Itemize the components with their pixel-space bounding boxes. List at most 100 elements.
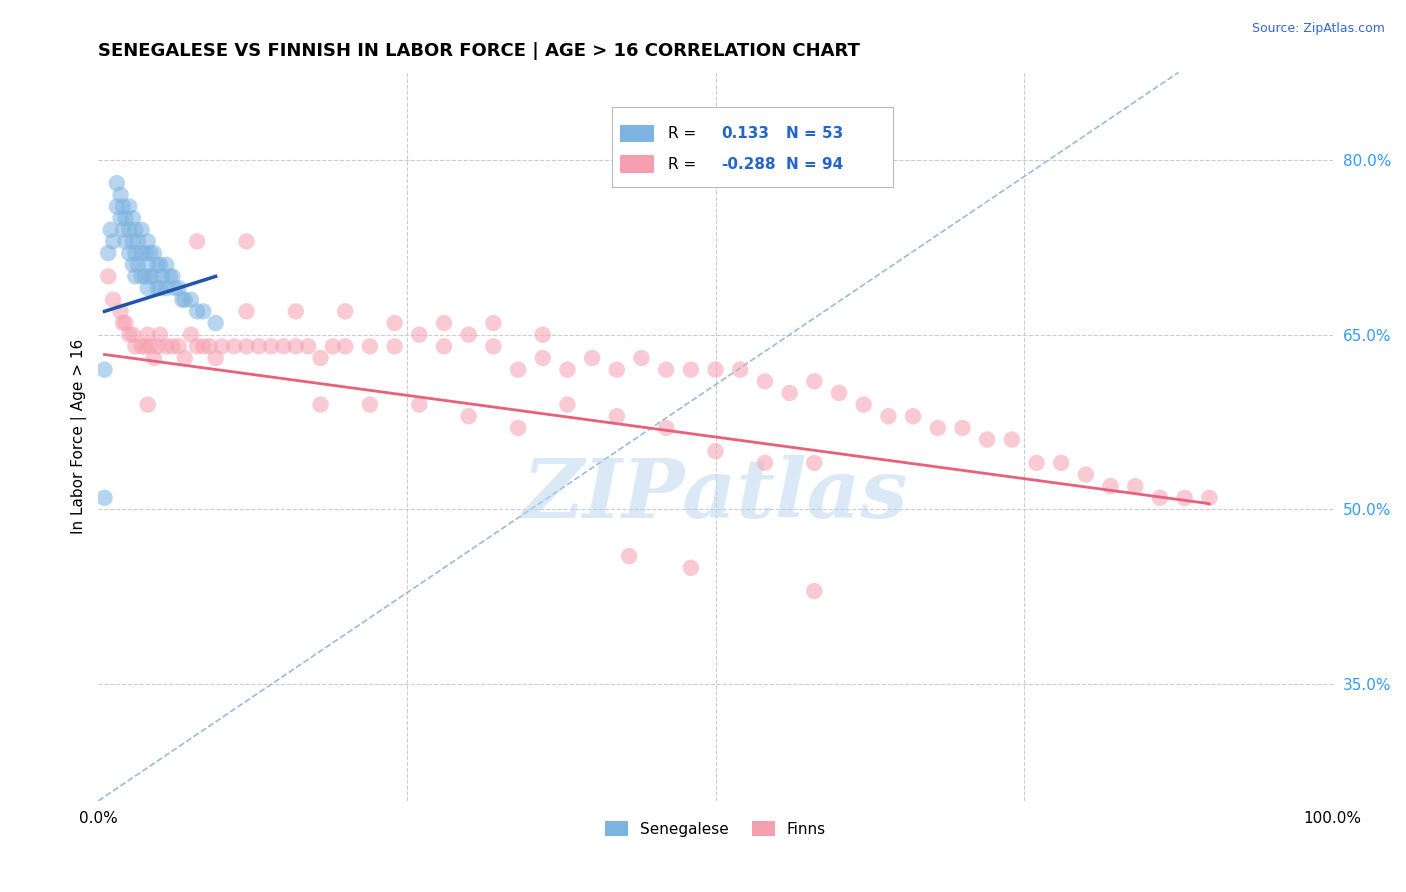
Bar (620, 125, 654, 143)
Point (131, 246, 153, 260)
Point (704, 362, 727, 376)
Point (155, 258, 177, 272)
Point (384, 339, 406, 353)
Point (112, 223, 135, 237)
Point (877, 409, 900, 424)
Point (193, 304, 215, 318)
Point (162, 269, 184, 284)
Point (139, 246, 162, 260)
Point (606, 362, 628, 376)
Point (1025, 456, 1047, 470)
Point (224, 339, 246, 353)
Point (531, 327, 554, 342)
Text: R =: R = (668, 156, 696, 171)
Point (180, 293, 202, 307)
Point (976, 433, 998, 447)
Point (93, 362, 115, 376)
Point (617, 549, 640, 563)
Text: R =: R = (668, 126, 696, 141)
Text: N = 94: N = 94 (786, 156, 844, 171)
Point (728, 362, 751, 376)
Point (139, 269, 162, 284)
Point (1099, 479, 1122, 493)
Text: ZIPatlas: ZIPatlas (523, 455, 908, 535)
Point (142, 246, 165, 260)
Point (134, 269, 156, 284)
Point (433, 316, 456, 330)
Point (1174, 491, 1197, 505)
Point (754, 374, 776, 388)
Point (1050, 456, 1073, 470)
Point (335, 339, 357, 353)
Point (136, 258, 159, 272)
Point (457, 327, 479, 342)
Point (204, 351, 226, 365)
Point (122, 235, 145, 249)
Point (118, 199, 141, 213)
Point (1149, 491, 1171, 505)
Point (557, 398, 579, 412)
Point (247, 339, 270, 353)
Point (114, 235, 136, 249)
Point (136, 327, 159, 342)
Point (105, 199, 128, 213)
Point (124, 223, 146, 237)
Point (173, 351, 195, 365)
Point (173, 293, 195, 307)
Point (134, 339, 156, 353)
Point (927, 421, 949, 435)
Point (679, 362, 702, 376)
Point (359, 339, 381, 353)
Point (803, 374, 825, 388)
Point (297, 339, 319, 353)
Point (105, 176, 128, 190)
Point (131, 339, 153, 353)
Point (284, 304, 307, 318)
Point (803, 456, 825, 470)
Point (1123, 479, 1146, 493)
Point (118, 246, 141, 260)
Point (408, 398, 430, 412)
Point (100, 223, 122, 237)
Point (260, 339, 283, 353)
Point (186, 235, 208, 249)
Point (146, 281, 169, 295)
Point (93, 491, 115, 505)
Point (136, 398, 159, 412)
Point (506, 362, 529, 376)
Point (655, 362, 678, 376)
Point (506, 421, 529, 435)
Point (167, 339, 190, 353)
Point (97, 246, 120, 260)
Bar (620, 155, 654, 173)
Point (152, 269, 174, 284)
Point (149, 258, 172, 272)
Point (163, 281, 186, 295)
Point (531, 351, 554, 365)
Point (1074, 467, 1097, 482)
Point (606, 409, 628, 424)
Point (433, 339, 456, 353)
Point (235, 235, 257, 249)
Point (852, 398, 875, 412)
Point (112, 316, 135, 330)
Point (309, 351, 332, 365)
Point (186, 339, 208, 353)
Point (901, 409, 924, 424)
Point (167, 281, 190, 295)
Point (101, 293, 124, 307)
Point (110, 187, 132, 202)
Point (127, 235, 149, 249)
Point (193, 339, 215, 353)
Point (335, 304, 357, 318)
Point (557, 362, 579, 376)
Point (118, 327, 141, 342)
Point (127, 258, 149, 272)
Point (122, 211, 145, 226)
Point (146, 339, 169, 353)
Point (828, 386, 851, 401)
Y-axis label: In Labor Force | Age > 16: In Labor Force | Age > 16 (72, 339, 87, 534)
Point (1001, 433, 1024, 447)
Point (134, 246, 156, 260)
Point (630, 351, 652, 365)
